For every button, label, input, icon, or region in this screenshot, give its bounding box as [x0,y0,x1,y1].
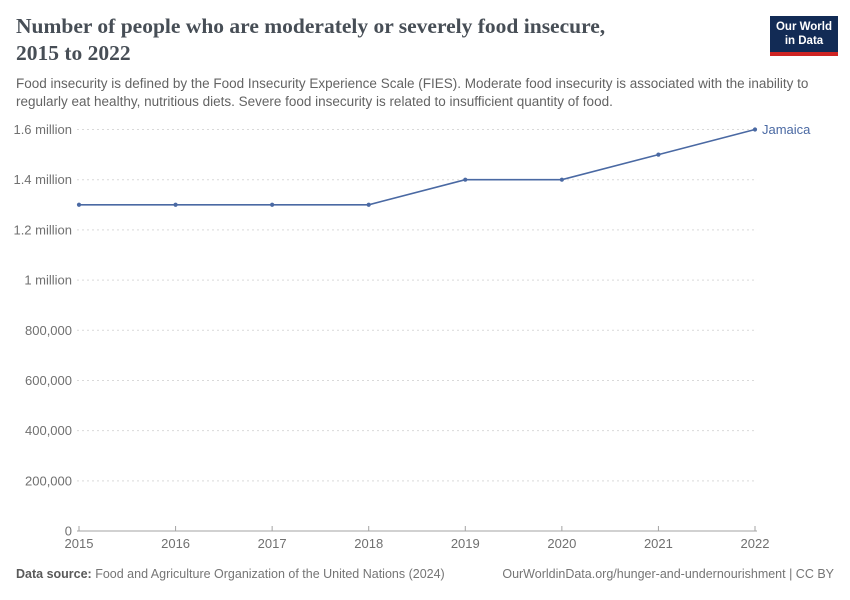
data-line[interactable] [79,128,756,206]
data-source-text: Food and Agriculture Organization of the… [91,567,445,581]
data-point[interactable] [366,202,371,207]
license-link[interactable]: OurWorldinData.org/hunger-and-undernouri… [502,567,834,581]
x-tick-label: 2021 [644,536,673,551]
series-label[interactable]: Jamaica [762,122,811,137]
x-tick-label: 2019 [451,536,480,551]
chart-footer: Data source: Food and Agriculture Organi… [16,566,834,582]
data-source-note: Data source: Food and Agriculture Organi… [16,566,445,582]
title-line-1: Number of people who are moderately or s… [16,14,606,38]
x-tick-label: 2015 [65,536,94,551]
y-tick-label: 1.2 million [13,222,72,237]
data-point[interactable] [270,202,275,207]
page-title: Number of people who are moderately or s… [16,13,716,67]
chart-subtitle: Food insecurity is defined by the Food I… [16,76,809,109]
data-point[interactable] [656,152,661,157]
owid-logo[interactable]: Our World in Data [770,16,838,56]
x-tick-label: 2016 [161,536,190,551]
y-tick-label: 0 [65,524,72,539]
y-tick-label: 200,000 [25,473,72,488]
data-point[interactable] [76,202,82,207]
data-point[interactable] [752,127,758,132]
x-tick-label: 2022 [741,536,770,551]
data-source-label: Data source: [16,567,92,581]
owid-logo-line-2: in Data [784,34,824,47]
data-point[interactable] [173,202,178,207]
x-tick-label: 2018 [354,536,383,551]
y-tick-label: 400,000 [25,423,72,438]
owid-logo-line-1: Our World [775,21,832,33]
data-point[interactable] [463,177,468,182]
data-point[interactable] [559,177,564,182]
x-tick-label: 2020 [547,536,576,551]
y-tick-label: 1.4 million [13,172,72,187]
y-tick-label: 1.6 million [13,122,72,137]
title-line-2: 2015 to 2022 [16,41,131,65]
y-tick-label: 1 million [24,273,72,288]
y-tick-label: 800,000 [25,323,72,338]
x-tick-label: 2017 [258,536,287,551]
y-tick-label: 600,000 [25,373,72,388]
